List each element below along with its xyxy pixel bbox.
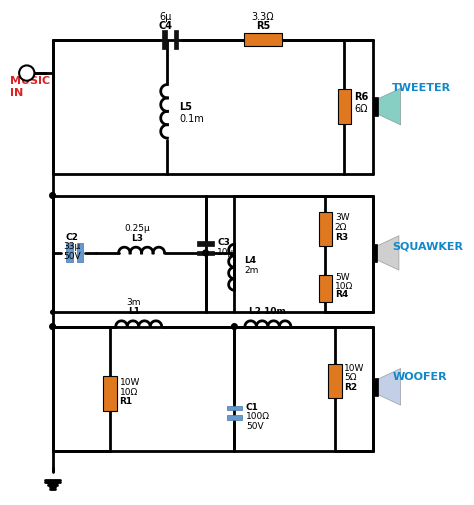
Text: WOOFER: WOOFER — [392, 372, 447, 381]
Text: R2: R2 — [345, 382, 357, 391]
Text: 3m: 3m — [127, 297, 141, 306]
Bar — [373, 245, 377, 262]
Bar — [197, 241, 214, 246]
Bar — [373, 378, 378, 396]
Circle shape — [50, 324, 55, 330]
Bar — [373, 98, 378, 117]
Text: R3: R3 — [335, 232, 348, 241]
Bar — [197, 251, 214, 256]
Text: SQUAWKER: SQUAWKER — [392, 241, 463, 250]
Text: 50V: 50V — [63, 251, 81, 260]
Text: R1: R1 — [119, 396, 133, 406]
Text: 50V: 50V — [246, 421, 264, 430]
Bar — [328, 364, 342, 398]
Text: 10Ω: 10Ω — [119, 387, 138, 396]
Text: 5Ω: 5Ω — [345, 373, 357, 381]
Text: L5: L5 — [179, 102, 192, 112]
Bar — [319, 275, 332, 302]
Text: C3: C3 — [217, 238, 230, 247]
Text: 10W: 10W — [119, 377, 140, 386]
Text: 10Ω: 10Ω — [335, 282, 353, 291]
Circle shape — [51, 311, 55, 315]
Text: 0.25μ: 0.25μ — [124, 224, 150, 232]
Text: L4: L4 — [244, 256, 256, 265]
Circle shape — [231, 324, 237, 330]
Text: 3.3Ω: 3.3Ω — [252, 12, 274, 22]
Bar — [227, 415, 242, 420]
Bar — [173, 31, 178, 50]
Bar — [319, 213, 332, 247]
Text: 33μ: 33μ — [63, 242, 81, 250]
Text: C2: C2 — [65, 232, 78, 241]
Bar — [103, 377, 117, 411]
Circle shape — [203, 250, 209, 256]
Text: R5: R5 — [256, 21, 270, 31]
Polygon shape — [378, 89, 401, 126]
Text: 10μ: 10μ — [217, 247, 235, 257]
Text: 3W: 3W — [335, 213, 349, 222]
Text: 10W: 10W — [345, 363, 365, 372]
Text: 2Ω: 2Ω — [335, 223, 347, 232]
Text: 5W: 5W — [335, 272, 349, 281]
Text: C1: C1 — [246, 402, 259, 411]
Text: TWEETER: TWEETER — [392, 83, 451, 93]
Circle shape — [19, 66, 35, 81]
Text: IN: IN — [9, 88, 23, 98]
Text: C4: C4 — [158, 21, 173, 31]
Text: 2m: 2m — [244, 266, 258, 275]
Bar — [227, 406, 242, 411]
Text: 6Ω: 6Ω — [354, 104, 367, 114]
Bar — [66, 244, 73, 263]
Text: MUSIC: MUSIC — [9, 75, 50, 85]
Polygon shape — [377, 236, 399, 271]
Circle shape — [50, 193, 55, 199]
Bar — [162, 31, 167, 50]
Text: L3: L3 — [131, 233, 143, 242]
Text: L1: L1 — [128, 307, 140, 316]
Text: L2 10m: L2 10m — [249, 307, 286, 316]
Polygon shape — [378, 369, 401, 406]
Text: R4: R4 — [335, 289, 348, 298]
Bar — [76, 244, 83, 263]
Bar — [244, 34, 282, 47]
Bar — [337, 90, 351, 125]
Text: 6μ: 6μ — [159, 12, 172, 22]
Text: 0.1m: 0.1m — [179, 114, 204, 124]
Text: 100Ω: 100Ω — [246, 412, 270, 421]
Text: R6: R6 — [354, 92, 368, 102]
